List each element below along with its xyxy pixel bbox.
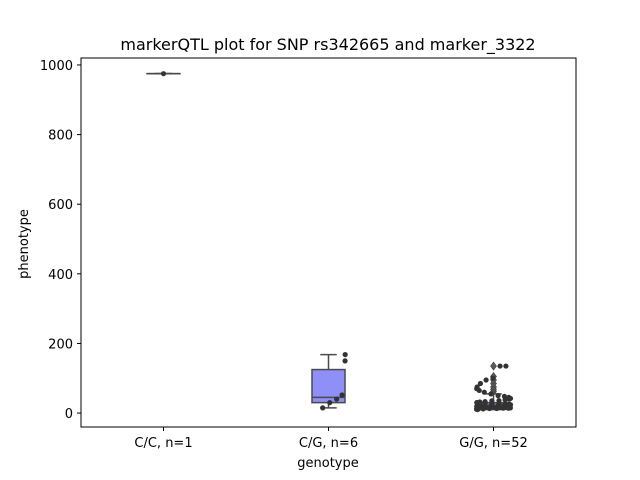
data-point-2-8 (481, 389, 487, 395)
data-point-0-0 (160, 71, 167, 77)
data-point-2-0 (503, 363, 509, 369)
x-tick-label-2: G/G, n=52 (459, 436, 527, 451)
y-tick-label-0: 0 (65, 407, 73, 422)
x-tick-label-0: C/C, n=1 (134, 436, 192, 451)
data-point-2-45 (500, 405, 506, 411)
y-tick-label-4: 800 (48, 129, 73, 144)
data-point-2-48 (480, 406, 486, 412)
data-point-2-46 (494, 405, 500, 412)
x-axis-label: genotype (297, 456, 358, 471)
data-point-1-0 (342, 351, 348, 358)
data-point-2-51 (474, 406, 481, 413)
data-point-2-44 (505, 405, 511, 411)
data-point-2-1 (497, 363, 503, 369)
data-point-1-2 (339, 392, 345, 398)
data-point-1-5 (320, 405, 326, 411)
data-point-2-7 (476, 387, 482, 394)
y-axis-label: phenotype (17, 209, 32, 279)
data-point-1-4 (327, 400, 333, 406)
chart-title: markerQTL plot for SNP rs342665 and mark… (120, 35, 535, 55)
data-point-2-47 (486, 405, 493, 412)
data-point-2-3 (483, 377, 489, 383)
data-point-2-9 (488, 391, 494, 397)
data-point-2-14 (506, 396, 512, 402)
y-tick-label-3: 600 (48, 198, 73, 213)
y-tick-label-1: 200 (48, 337, 73, 352)
data-point-2-4 (477, 380, 484, 387)
data-point-1-3 (334, 396, 340, 402)
y-tick-label-5: 1000 (40, 59, 73, 74)
plot-area (146, 71, 514, 413)
y-tick-label-2: 400 (48, 268, 73, 283)
data-point-2-2 (490, 375, 496, 381)
axes: 0 200 400 600 800 1000 C/C, n=1 C/G, n=6 G/G, n=… (40, 59, 528, 451)
data-point-1-1 (342, 358, 348, 364)
x-tick-label-1: C/G, n=6 (299, 436, 358, 451)
data-point-2-15 (502, 397, 508, 403)
outlier-2-6 (490, 361, 497, 371)
data-point-2-10 (495, 393, 501, 399)
